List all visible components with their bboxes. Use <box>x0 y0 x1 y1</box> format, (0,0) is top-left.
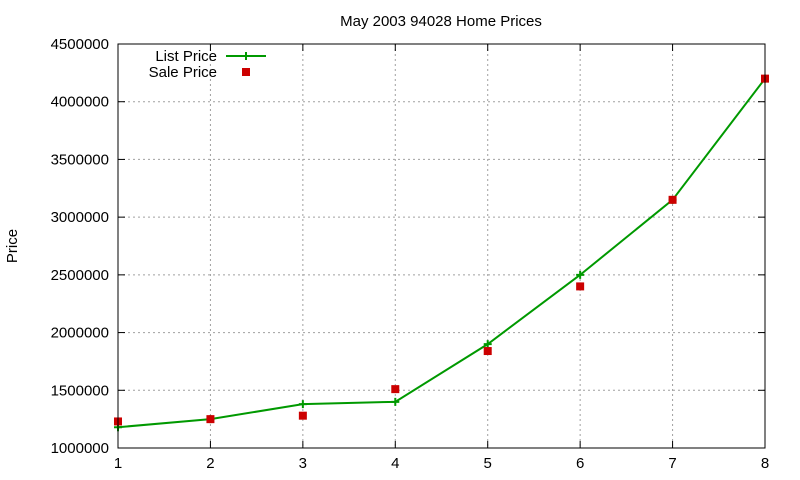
sale-price-point <box>298 411 307 420</box>
y-tick-label: 2000000 <box>51 325 109 342</box>
y-tick-label: 1500000 <box>51 382 109 399</box>
y-tick-label: 3500000 <box>51 151 109 168</box>
x-tick-label: 7 <box>668 455 676 472</box>
sale-price-point <box>483 347 492 356</box>
legend-label-list-price: List Price <box>155 48 217 65</box>
sale-price-point <box>576 282 585 291</box>
x-tick-label: 1 <box>114 455 122 472</box>
x-tick-label: 3 <box>299 455 307 472</box>
grid <box>118 44 765 448</box>
y-tick-label: 4500000 <box>51 36 109 53</box>
list-price-point <box>298 400 307 409</box>
sale-price-point <box>668 195 677 204</box>
y-tick-label: 3000000 <box>51 209 109 226</box>
x-tick-label: 5 <box>484 455 492 472</box>
y-axis-label: Price <box>4 229 21 263</box>
series-line-list-price <box>117 78 766 429</box>
list-price-point <box>391 397 400 406</box>
y-tick-label: 2500000 <box>51 267 109 284</box>
sale-price-point <box>391 385 400 394</box>
legend-marker-list-price <box>242 52 250 60</box>
x-tick-label: 2 <box>206 455 214 472</box>
list-price-point <box>576 270 585 279</box>
y-tick-label: 1000000 <box>51 440 109 457</box>
x-tick-label: 6 <box>576 455 584 472</box>
legend-label-sale-price: Sale Price <box>149 64 217 81</box>
chart-title: May 2003 94028 Home Prices <box>340 13 542 30</box>
plot-frame <box>117 43 766 449</box>
y-tick-label: 4000000 <box>51 94 109 111</box>
sale-price-point <box>206 415 215 424</box>
legend-marker-sale-price <box>242 68 250 76</box>
x-tick-label: 4 <box>391 455 399 472</box>
x-tick-label: 8 <box>761 455 769 472</box>
list-price-point <box>483 340 492 349</box>
